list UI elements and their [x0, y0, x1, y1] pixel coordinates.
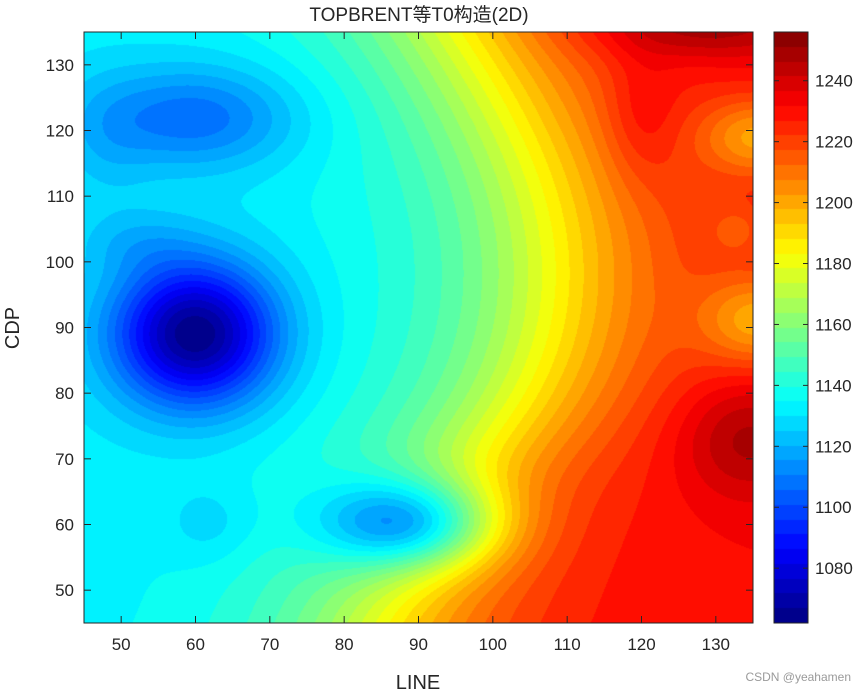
x-tick-label: 90 [409, 635, 428, 654]
x-tick-label: 60 [186, 635, 205, 654]
chart-title: TOPBRENT等T0构造(2D) [309, 4, 528, 26]
colorbar-tick-label: 1160 [815, 315, 852, 334]
colorbar-tick-label: 1220 [815, 133, 853, 152]
x-tick-label: 100 [479, 635, 507, 654]
colorbar-ticks: 1080 1100 1120 1140 1160 1180 1200 1220 1240 [774, 72, 853, 578]
y-tick-label: 130 [46, 56, 74, 75]
y-tick-label: 60 [55, 516, 74, 535]
y-tick-label: 110 [47, 187, 74, 206]
y-tick-label: 70 [55, 450, 74, 469]
y-axis-label: CDP [2, 307, 24, 349]
colorbar-tick-label: 1200 [815, 194, 853, 213]
plot-area [83, 31, 754, 624]
contour-fill [84, 32, 753, 623]
colorbar-fill [774, 32, 808, 623]
colorbar: 1080 1100 1120 1140 1160 1180 1200 1220 1240 [773, 31, 853, 624]
x-tick-label: 80 [335, 635, 354, 654]
y-tick-label: 90 [55, 319, 74, 338]
x-axis: 50 60 70 80 90 100 110 120 130 [112, 32, 730, 654]
y-axis: 50 60 70 80 90 100 110 120 130 [46, 56, 753, 600]
y-tick-label: 120 [46, 122, 74, 141]
x-tick-label: 120 [627, 635, 655, 654]
watermark: CSDN @yeahamen [745, 670, 851, 684]
x-tick-label: 50 [112, 635, 131, 654]
y-tick-label: 80 [55, 384, 74, 403]
x-axis-label: LINE [396, 672, 440, 693]
colorbar-tick-label: 1120 [815, 437, 852, 456]
colorbar-frame [773, 31, 809, 624]
colorbar-tick-label: 1100 [815, 498, 852, 517]
x-tick-label: 130 [702, 635, 730, 654]
y-tick-label: 50 [55, 581, 74, 600]
colorbar-tick-label: 1140 [815, 376, 852, 395]
colorbar-tick-label: 1240 [815, 72, 853, 91]
colorbar-tick-label: 1080 [815, 559, 853, 578]
x-tick-label: 110 [554, 635, 581, 654]
x-tick-label: 70 [260, 635, 279, 654]
y-tick-label: 100 [46, 253, 74, 272]
colorbar-tick-label: 1180 [815, 255, 852, 274]
